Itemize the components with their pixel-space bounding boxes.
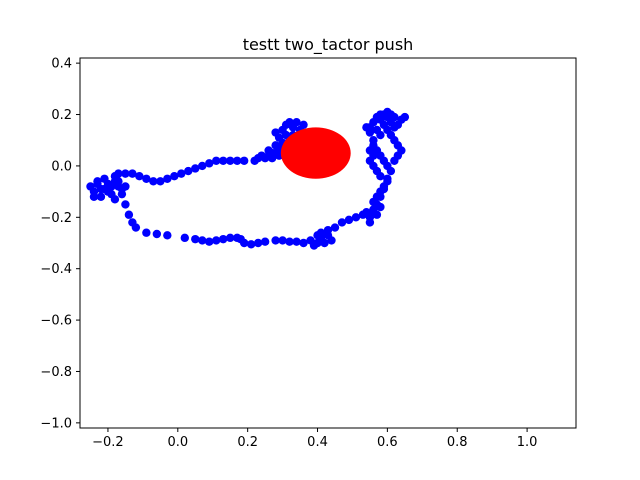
- trajectory-point: [135, 171, 144, 181]
- trajectory-point: [253, 238, 263, 248]
- trajectory-point: [376, 192, 385, 201]
- trajectory-point: [400, 112, 410, 122]
- x-tick-label: 0.6: [377, 435, 398, 450]
- y-tick-label: 0.4: [51, 57, 72, 72]
- trajectory-point: [110, 195, 120, 204]
- trajectory-point: [124, 210, 134, 219]
- trajectory-point: [163, 231, 172, 240]
- y-axis: 0.4 0.2 0.0 −0.2 −0.4 −0.6 −0.8 −1.0: [40, 57, 80, 431]
- trajectory-point: [239, 156, 249, 165]
- trajectory-point: [390, 112, 399, 122]
- plot-frame: [79, 57, 577, 429]
- trajectory-point: [376, 130, 385, 140]
- trajectory-point: [170, 171, 179, 181]
- x-tick-label: 0.0: [167, 435, 188, 450]
- trajectory-point: [163, 174, 172, 183]
- trajectory-point: [365, 218, 375, 227]
- trajectory-point: [93, 179, 102, 189]
- trajectory-point: [299, 238, 308, 248]
- trajectory-point: [121, 182, 130, 191]
- trajectory-point: [152, 229, 162, 239]
- y-tick-label: −0.8: [40, 365, 72, 380]
- trajectory-point: [180, 233, 189, 243]
- x-axis: −0.2 0.0 0.2 0.4 0.6 0.8 1.0: [92, 428, 537, 450]
- trajectory-point: [128, 169, 137, 178]
- trajectory-point: [142, 174, 151, 183]
- trajectory-point: [121, 169, 130, 178]
- trajectory-point: [351, 213, 361, 222]
- trajectory-point: [156, 177, 165, 186]
- trajectory-point: [219, 156, 228, 165]
- trajectory-point: [107, 182, 116, 191]
- trajectory-point: [309, 241, 319, 250]
- trajectory-point: [212, 236, 221, 245]
- trajectory-point: [96, 192, 106, 201]
- trajectory-point: [142, 228, 151, 237]
- trajectory-point: [271, 236, 280, 245]
- x-tick-label: 0.4: [307, 435, 328, 450]
- trajectory-point: [117, 189, 127, 199]
- trajectory-point: [372, 200, 382, 209]
- trajectory-point: [219, 234, 228, 244]
- trajectory-point: [205, 159, 214, 168]
- trajectory-point: [184, 166, 193, 176]
- trajectory-point: [362, 123, 371, 132]
- y-tick-label: −1.0: [40, 416, 72, 431]
- trajectory-point: [205, 237, 214, 246]
- trajectory-point: [131, 223, 141, 232]
- target-ellipse: [280, 127, 351, 179]
- trajectory-point: [383, 174, 392, 183]
- trajectory-point: [292, 118, 301, 127]
- x-tick-label: 1.0: [517, 435, 538, 450]
- y-tick-label: 0.0: [51, 159, 72, 174]
- trajectory-point: [369, 207, 378, 217]
- trajectory-point: [271, 128, 280, 137]
- x-tick-label: 0.8: [447, 435, 468, 450]
- trajectory-point: [369, 136, 378, 145]
- trajectory-point: [386, 166, 396, 176]
- trajectory-point: [264, 146, 273, 155]
- x-tick-label: −0.2: [92, 435, 124, 450]
- trajectory-point: [198, 236, 207, 245]
- trajectory-point: [89, 192, 99, 201]
- trajectory-point: [379, 184, 389, 194]
- y-tick-label: 0.2: [51, 108, 72, 123]
- trajectory-point: [114, 169, 123, 178]
- trajectory-point: [323, 225, 333, 235]
- trajectory-point: [260, 237, 270, 246]
- y-tick-label: −0.4: [40, 262, 72, 277]
- trajectory-point: [344, 215, 354, 225]
- trajectory-point: [330, 223, 340, 232]
- trajectory-point: [239, 238, 249, 248]
- trajectory-point: [232, 156, 242, 165]
- trajectory-point: [320, 238, 329, 248]
- trajectory-point: [316, 228, 326, 237]
- trajectory-point: [292, 237, 301, 246]
- trajectory-point: [299, 120, 308, 130]
- trajectory-point: [191, 234, 200, 244]
- trajectory-point: [121, 200, 130, 209]
- trajectory-point: [177, 169, 186, 178]
- trajectory-point: [376, 110, 385, 119]
- trajectory-point: [212, 156, 221, 165]
- trajectory-point: [278, 236, 287, 245]
- trajectory-point: [246, 240, 256, 249]
- chart-title: testt two_tactor push: [243, 35, 414, 55]
- trajectory-point: [225, 233, 235, 243]
- x-tick-label: 0.2: [237, 435, 258, 450]
- trajectory-point: [285, 237, 294, 246]
- trajectory-point: [337, 218, 347, 227]
- trajectory-point: [149, 177, 158, 186]
- trajectory-point: [327, 236, 336, 245]
- trajectory-point: [100, 184, 109, 194]
- y-tick-label: −0.2: [40, 211, 72, 226]
- trajectory-point: [225, 156, 235, 165]
- trajectory-point: [191, 164, 200, 173]
- y-tick-label: −0.6: [40, 314, 72, 329]
- plot-marks: [86, 107, 410, 250]
- trajectory-point: [198, 161, 207, 171]
